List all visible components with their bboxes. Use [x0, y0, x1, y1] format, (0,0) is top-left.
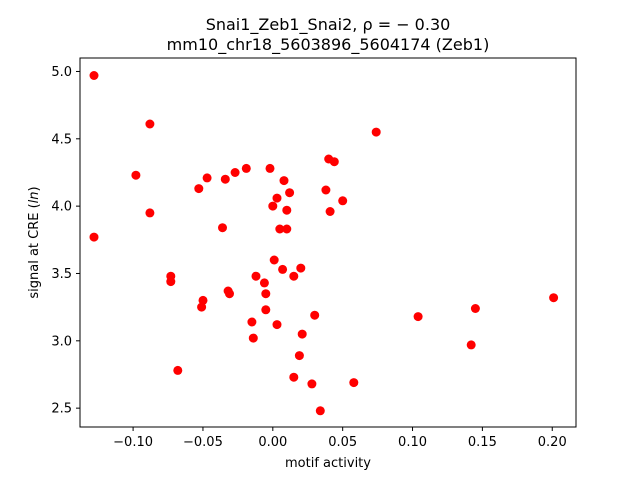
y-axis-label-italic: ln: [27, 191, 42, 203]
data-point-1: [89, 232, 99, 242]
data-point-34: [285, 188, 295, 198]
data-point-20: [251, 271, 261, 281]
data-point-21: [259, 278, 269, 288]
data-point-42: [315, 406, 325, 416]
data-point-26: [269, 255, 279, 265]
data-point-43: [321, 185, 331, 195]
x-tick-label-5: 0.15: [468, 435, 497, 450]
data-point-15: [225, 289, 234, 299]
x-axis-label: motif activity: [285, 456, 371, 471]
data-point-22: [261, 289, 271, 299]
y-tick-label-0: 2.5: [51, 402, 72, 417]
x-axis-ticks: −0.10 −0.05 0.00 0.05 0.10 0.15 0.20: [113, 427, 567, 450]
data-point-19: [248, 333, 258, 343]
data-point-6: [166, 277, 176, 287]
data-point-50: [413, 312, 423, 322]
chart-title-line1: Snai1_Zeb1_Snai2, ρ = − 0.30: [206, 15, 451, 35]
data-point-4: [145, 208, 155, 218]
chart-title-line2: mm10_chr18_5603896_5604174 (Zeb1): [167, 35, 490, 55]
data-point-31: [279, 176, 289, 186]
data-point-27: [272, 193, 282, 203]
data-points-layer: [89, 71, 559, 416]
y-axis-label-prefix: signal at CRE (: [27, 203, 42, 298]
y-axis-label-suffix: ): [27, 186, 42, 191]
x-tick-label-6: 0.20: [538, 435, 567, 450]
data-point-28: [272, 320, 282, 330]
x-tick-label-2: 0.00: [258, 435, 287, 450]
data-point-35: [289, 271, 299, 281]
data-point-39: [297, 329, 307, 339]
data-point-40: [307, 379, 317, 389]
y-tick-label-2: 3.5: [51, 267, 72, 282]
x-tick-label-0: −0.10: [113, 435, 153, 450]
data-point-30: [278, 264, 288, 274]
data-point-10: [198, 295, 208, 305]
data-point-38: [296, 263, 306, 273]
data-point-36: [289, 372, 299, 382]
data-point-25: [268, 201, 278, 211]
data-point-0: [89, 71, 99, 80]
data-point-32: [282, 205, 292, 215]
x-tick-label-1: −0.05: [183, 435, 223, 450]
data-point-13: [220, 174, 230, 184]
data-point-2: [131, 170, 141, 180]
data-point-11: [202, 173, 212, 183]
data-point-9: [197, 302, 207, 312]
data-point-17: [241, 163, 251, 173]
data-point-47: [338, 196, 348, 206]
data-point-24: [265, 163, 275, 173]
data-point-29: [275, 224, 285, 234]
data-point-45: [325, 207, 335, 216]
data-point-23: [261, 305, 271, 315]
y-tick-label-3: 4.0: [51, 200, 72, 215]
data-point-48: [349, 378, 359, 388]
data-point-37: [294, 351, 304, 361]
data-point-49: [371, 127, 381, 137]
data-point-33: [282, 224, 292, 234]
y-axis-ticks: 2.5 3.0 3.5 4.0 4.5 5.0: [51, 65, 80, 417]
data-point-18: [247, 317, 257, 327]
data-point-41: [310, 310, 320, 320]
data-point-7: [173, 365, 183, 375]
data-point-8: [194, 184, 204, 194]
data-point-51: [466, 340, 476, 350]
data-point-52: [470, 304, 480, 313]
y-tick-label-1: 3.0: [51, 334, 72, 349]
y-tick-label-4: 4.5: [51, 132, 72, 147]
data-point-16: [230, 168, 240, 177]
data-point-46: [329, 157, 339, 167]
data-point-3: [145, 119, 155, 129]
data-point-53: [549, 293, 559, 303]
x-tick-label-3: 0.05: [328, 435, 357, 450]
y-axis-label: signal at CRE (ln): [27, 186, 42, 298]
x-tick-label-4: 0.10: [398, 435, 427, 450]
y-tick-label-5: 5.0: [51, 65, 72, 80]
plot-frame: [79, 57, 577, 428]
data-point-12: [218, 223, 227, 233]
